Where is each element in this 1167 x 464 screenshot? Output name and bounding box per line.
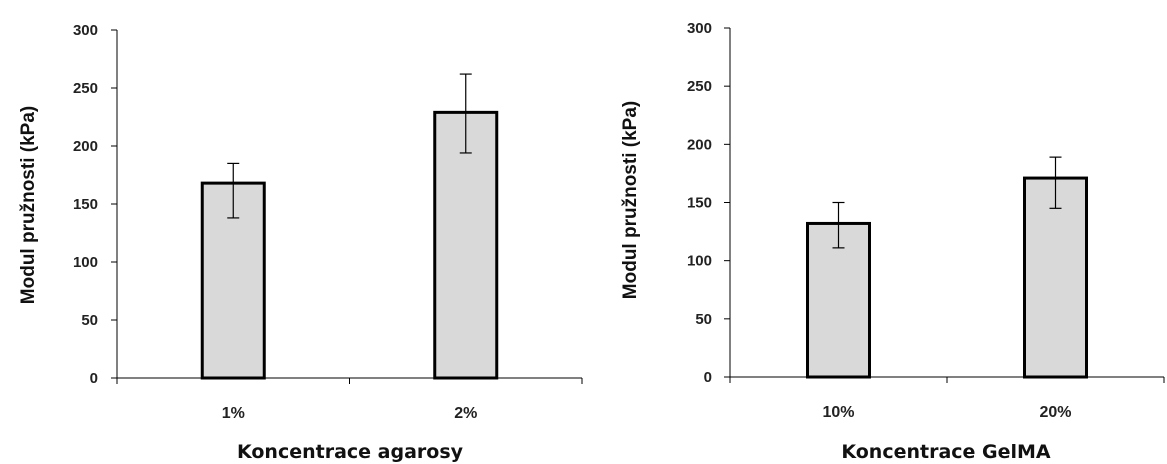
- y-tick-label: 250: [73, 80, 98, 97]
- bar: [806, 221, 871, 379]
- y-tick-label: 250: [687, 78, 712, 95]
- y-axis-title: Modul pružnosti (kPa): [620, 101, 641, 299]
- bar: [1023, 176, 1088, 379]
- x-tick-label: 20%: [1039, 404, 1071, 421]
- y-tick-label: 100: [73, 254, 98, 271]
- y-tick-label: 150: [73, 196, 98, 213]
- y-tick-label: 50: [695, 311, 712, 328]
- x-axis-title: Koncentrace agarosy: [237, 441, 464, 463]
- chart-marks: 0 50 100 150 200 250 300 1% 2%: [73, 22, 583, 422]
- y-tick-label: 50: [81, 312, 98, 329]
- x-tick-label: 1%: [222, 405, 245, 422]
- x-tick-label: 10%: [822, 404, 854, 421]
- y-tick-label: 200: [73, 138, 98, 155]
- y-tick-label: 300: [687, 20, 712, 37]
- y-tick-label: 100: [687, 253, 712, 270]
- x-tick-label: 2%: [454, 405, 477, 422]
- y-tick-label: 0: [90, 370, 98, 387]
- chart-agarose: Modul pružnosti (kPa) Koncentrace agaros…: [18, 22, 583, 463]
- y-tick-label: 300: [73, 22, 98, 39]
- chart-marks: 0 50 100 150 200 250 300 10% 20%: [687, 20, 1165, 421]
- x-axis-title: Koncentrace GelMA: [841, 441, 1051, 463]
- y-tick-label: 150: [687, 195, 712, 212]
- y-tick-label: 200: [687, 136, 712, 153]
- chart-gelma: Modul pružnosti (kPa) Koncentrace GelMA …: [620, 20, 1165, 463]
- y-tick-label: 0: [704, 369, 712, 386]
- y-axis-title: Modul pružnosti (kPa): [18, 106, 39, 304]
